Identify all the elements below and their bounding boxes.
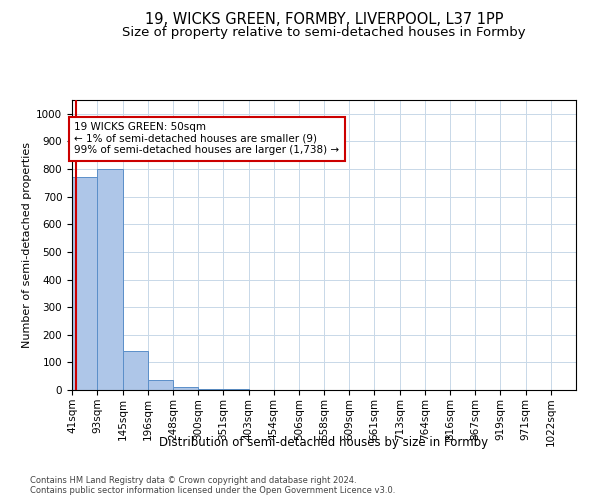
Text: Contains HM Land Registry data © Crown copyright and database right 2024.
Contai: Contains HM Land Registry data © Crown c… <box>30 476 395 495</box>
Text: Size of property relative to semi-detached houses in Formby: Size of property relative to semi-detach… <box>122 26 526 39</box>
Bar <box>72 178 97 390</box>
Bar <box>199 388 223 390</box>
Text: Distribution of semi-detached houses by size in Formby: Distribution of semi-detached houses by … <box>160 436 488 449</box>
Text: 19 WICKS GREEN: 50sqm
← 1% of semi-detached houses are smaller (9)
99% of semi-d: 19 WICKS GREEN: 50sqm ← 1% of semi-detac… <box>74 122 340 156</box>
Bar <box>173 386 199 390</box>
Bar <box>123 352 148 390</box>
Bar <box>97 169 123 390</box>
Text: 19, WICKS GREEN, FORMBY, LIVERPOOL, L37 1PP: 19, WICKS GREEN, FORMBY, LIVERPOOL, L37 … <box>145 12 503 28</box>
Bar <box>148 380 173 390</box>
Y-axis label: Number of semi-detached properties: Number of semi-detached properties <box>22 142 32 348</box>
